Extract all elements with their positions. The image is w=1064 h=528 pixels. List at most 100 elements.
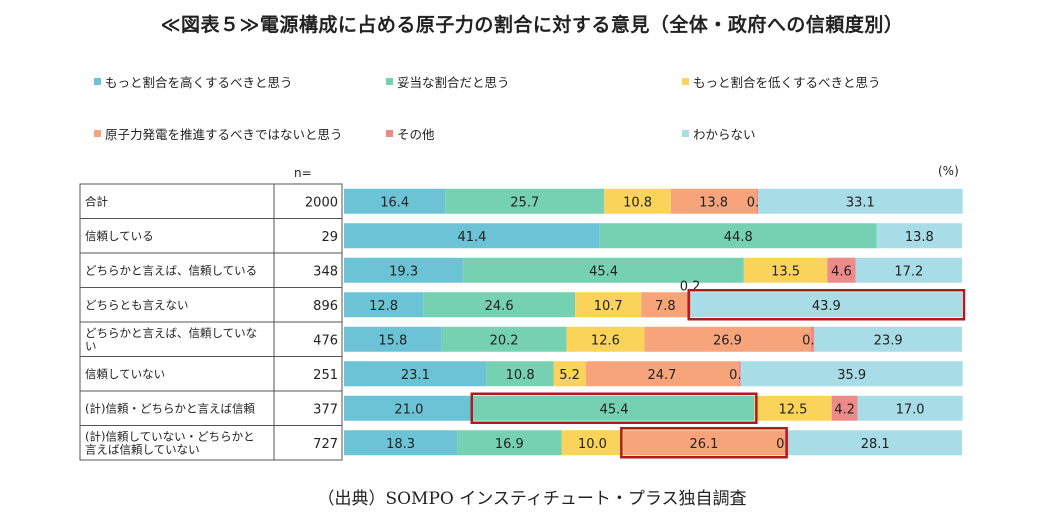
n-value: 727 xyxy=(313,437,338,452)
bar-segment xyxy=(670,188,757,214)
data-label: 4.6 xyxy=(831,264,852,279)
legend-swatch xyxy=(94,78,101,85)
data-label: 19.3 xyxy=(389,264,418,279)
bar-segment xyxy=(810,326,815,352)
data-label: 45.4 xyxy=(589,264,618,279)
bar-segment xyxy=(463,257,744,283)
data-label: 43.9 xyxy=(812,299,841,314)
row-label: どちらかと言えば、信頼している xyxy=(85,263,257,277)
data-label: 12.8 xyxy=(369,299,398,314)
bar-segment xyxy=(756,188,759,214)
row-label: 信頼している xyxy=(85,229,154,243)
data-label: 21.0 xyxy=(394,402,423,417)
data-label: 44.8 xyxy=(724,230,753,245)
data-label: 26.1 xyxy=(690,437,719,452)
row-label: 信頼していない xyxy=(85,367,165,381)
data-label: 41.4 xyxy=(457,230,486,245)
bar-segment xyxy=(814,326,962,352)
n-value: 348 xyxy=(313,264,338,279)
bar-segment xyxy=(344,257,464,283)
bar-segment xyxy=(561,430,624,456)
legend-swatch xyxy=(386,78,393,85)
bar-segment xyxy=(857,395,963,421)
legend-swatch xyxy=(682,130,689,137)
data-label: 4.2 xyxy=(834,402,855,417)
legend-label: 原子力発電を推進するべきではないと思う xyxy=(105,127,343,142)
data-label: 5.2 xyxy=(559,368,580,383)
n-value: 2000 xyxy=(305,195,338,210)
data-label: 16.9 xyxy=(495,437,524,452)
legend-label: わからない xyxy=(693,127,756,142)
bar-segment xyxy=(644,326,811,352)
legend-label: もっと割合を高くするべきと思う xyxy=(105,75,293,90)
data-label: 23.9 xyxy=(874,333,903,348)
n-value: 377 xyxy=(313,402,338,417)
bar-segment xyxy=(575,292,642,318)
bar-segment xyxy=(344,326,442,352)
data-label: 13.8 xyxy=(905,230,934,245)
bar-segment xyxy=(831,395,858,421)
bar-segment xyxy=(599,223,877,249)
bar-segment xyxy=(553,361,586,387)
row-label: どちらとも言えない xyxy=(85,298,189,312)
bar-segment xyxy=(689,292,691,318)
row-label: (計)信頼・どちらかと言えば信頼 xyxy=(85,401,255,415)
bar-segment xyxy=(743,257,828,283)
data-label: 17.2 xyxy=(894,264,923,279)
bar-segment xyxy=(445,188,605,214)
legend-item: わからない xyxy=(682,124,756,143)
source-note: （出典）SOMPO インスティチュート・プラス独自調査 xyxy=(317,489,747,509)
bar-segment xyxy=(855,257,962,283)
row-label: どちらかと言えば、信頼していな xyxy=(85,326,257,340)
bar-segment xyxy=(344,395,474,421)
data-label: 12.5 xyxy=(779,402,808,417)
highlight-box xyxy=(470,392,758,424)
bar-segment xyxy=(423,292,576,318)
legend-swatch xyxy=(94,130,101,137)
data-label: 13.8 xyxy=(699,195,728,210)
bar-segment xyxy=(641,292,690,318)
data-label: 35.9 xyxy=(837,368,866,383)
legend-label: 妥当な割合だと思う xyxy=(397,75,510,90)
data-label: 13.5 xyxy=(771,264,800,279)
legend-item: 妥当な割合だと思う xyxy=(386,72,510,91)
legend-item: もっと割合を高くするべきと思う xyxy=(94,72,293,91)
data-label: 17.0 xyxy=(896,402,925,417)
data-label: 25.7 xyxy=(510,195,539,210)
bar-segment xyxy=(344,430,458,456)
legend-label: その他 xyxy=(397,127,435,142)
legend-item: 原子力発電を推進するべきではないと思う xyxy=(94,124,343,143)
unit-label: (%) xyxy=(938,164,959,178)
bar-segment xyxy=(827,257,856,283)
bar-segment xyxy=(473,395,755,421)
bar-segment xyxy=(344,223,600,249)
bar-segment xyxy=(788,430,962,456)
legend-swatch xyxy=(682,78,689,85)
data-label: 15.8 xyxy=(378,333,407,348)
bar-segment xyxy=(344,188,446,214)
data-label: 26.9 xyxy=(713,333,742,348)
data-label: 33.1 xyxy=(846,195,875,210)
data-label: 45.4 xyxy=(600,402,629,417)
legend-swatch xyxy=(386,130,393,137)
n-value: 896 xyxy=(313,299,338,314)
data-label: 23.1 xyxy=(401,368,430,383)
bar-segment xyxy=(690,292,962,318)
bar-segment xyxy=(754,395,832,421)
bar-segment xyxy=(441,326,567,352)
highlight-box xyxy=(687,289,966,321)
data-label: 10.8 xyxy=(506,368,535,383)
bar-segment xyxy=(344,292,424,318)
n-value: 251 xyxy=(313,368,338,383)
data-label: 28.1 xyxy=(861,437,890,452)
bar-segment xyxy=(738,361,741,387)
data-label: 10.8 xyxy=(623,195,652,210)
data-label: 18.3 xyxy=(386,437,415,452)
data-label: 10.0 xyxy=(578,437,607,452)
legend: もっと割合を高くするべきと思う 妥当な割合だと思う もっと割合を低くするべきと思う原… xyxy=(0,0,1064,150)
data-label: 0.2 xyxy=(680,279,701,294)
row-label: 合計 xyxy=(85,194,108,208)
legend-label: もっと割合を低くするべきと思う xyxy=(693,75,881,90)
legend-item: もっと割合を低くするべきと思う xyxy=(682,72,881,91)
bar-segment xyxy=(566,326,645,352)
